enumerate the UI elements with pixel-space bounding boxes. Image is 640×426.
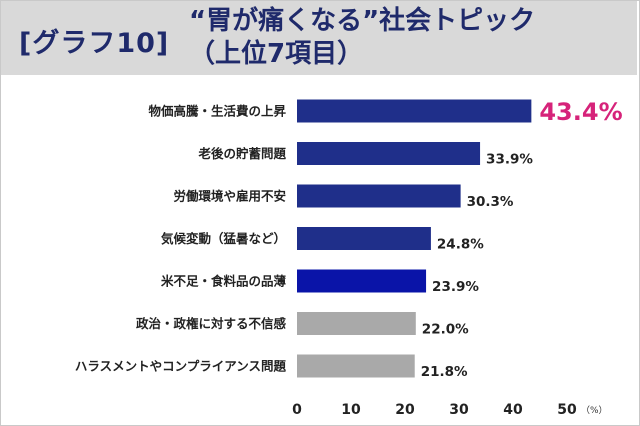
graph-number-label: [グラフ10] (19, 28, 170, 59)
chart-subtitle: （上位7項目） (189, 39, 364, 69)
category-label-2: 老後の貯蓄問題 (197, 146, 286, 161)
data-label-7: 21.8% (421, 364, 468, 380)
category-label-5: 米不足・食料品の品薄 (160, 274, 287, 289)
x-tick-label-50: 50 (557, 402, 577, 418)
category-label-7: ハラスメントやコンプライアンス問題 (75, 359, 287, 374)
bar-6 (297, 312, 416, 335)
data-label-3: 30.3% (467, 194, 514, 210)
x-tick-label-0: 0 (292, 402, 302, 418)
bar-3 (297, 184, 461, 208)
category-label-3: 労働環境や雇用不安 (173, 189, 286, 204)
chart-title: “胃が痛くなる”社会トピック (189, 6, 536, 36)
bar-1 (297, 99, 532, 123)
data-label-5: 23.9% (432, 279, 479, 295)
chart-header: [グラフ10] “胃が痛くなる”社会トピック （上位7項目） (1, 1, 637, 75)
bar-2 (297, 142, 481, 165)
category-label-6: 政治・政権に対する不信感 (136, 316, 287, 331)
data-label-4: 24.8% (437, 237, 484, 253)
data-label-1: 43.4% (539, 98, 622, 126)
x-tick-label-40: 40 (503, 402, 523, 418)
category-label-4: 気候変動（猛暑など） (161, 231, 286, 246)
category-label-1: 物価高騰・生活費の上昇 (148, 104, 286, 119)
bar-7 (297, 354, 415, 378)
data-label-2: 33.9% (486, 152, 533, 168)
data-label-6: 22.0% (422, 322, 469, 338)
x-tick-label-10: 10 (341, 402, 361, 418)
x-tick-label-30: 30 (449, 402, 469, 418)
bar-4 (297, 227, 431, 250)
bar-5 (297, 269, 427, 293)
x-axis-unit: （%） (581, 405, 608, 416)
x-tick-label-20: 20 (395, 402, 415, 418)
